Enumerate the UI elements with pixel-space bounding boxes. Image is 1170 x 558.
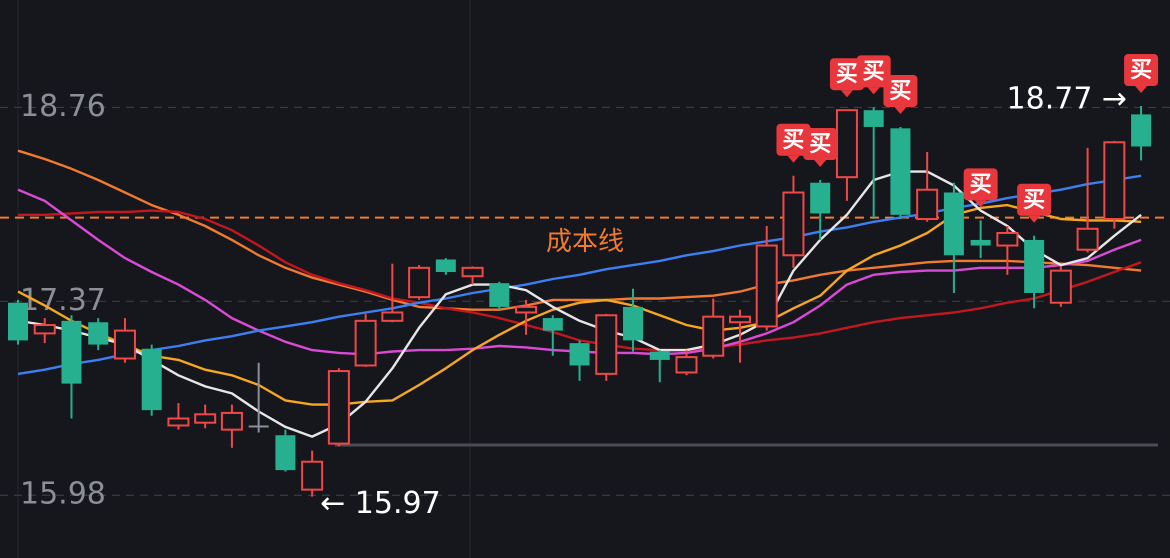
annotations: 买买买 买买买买买18.77 →← 15.97	[320, 54, 1159, 521]
candle-body	[755, 244, 778, 328]
candle-body	[461, 266, 484, 278]
candle-body	[1131, 114, 1152, 147]
candle-body	[8, 302, 28, 341]
candle-body	[916, 188, 939, 221]
signal-box	[829, 58, 864, 91]
signal-box	[1124, 54, 1159, 87]
candle-body	[569, 343, 590, 366]
signal-label: 买	[836, 62, 858, 87]
candle-body	[782, 191, 805, 257]
candle-body	[943, 192, 964, 256]
candle-body	[595, 314, 618, 375]
candle-body	[275, 435, 296, 471]
candle-body	[1049, 269, 1072, 304]
signal-label: 买	[1130, 58, 1152, 83]
candle-body	[301, 460, 324, 491]
max-label: 18.77 →	[1007, 82, 1128, 117]
candle-body	[1076, 227, 1099, 251]
reference-lines: 成本线	[0, 216, 1170, 447]
candle-body	[810, 182, 831, 214]
signal-label: 买	[1023, 188, 1045, 213]
candles	[8, 106, 1152, 497]
candle-body	[835, 109, 858, 179]
signal-label: 买	[809, 132, 831, 157]
signal-pointer	[974, 200, 987, 208]
signal-pointer	[1028, 215, 1041, 223]
candle-body	[354, 319, 377, 367]
signal-label: 买	[889, 79, 911, 104]
signal-box	[883, 74, 918, 107]
cost-line-label: 成本线	[546, 227, 624, 257]
candle-body	[702, 315, 725, 357]
candle-body	[970, 239, 991, 246]
candle-body	[141, 348, 162, 411]
signal-pointer	[1135, 86, 1148, 94]
candle-body	[194, 413, 217, 424]
signal-label: 买	[863, 59, 885, 84]
candle-body	[248, 425, 269, 428]
candle-body	[327, 370, 350, 445]
signal-pointer	[787, 155, 800, 163]
y-tick-label: 18.76	[20, 89, 106, 124]
signal-pointer	[814, 159, 827, 167]
candle-body	[408, 266, 431, 299]
candle-body	[649, 351, 670, 360]
signal-pointer	[894, 106, 907, 114]
signal-box	[856, 55, 891, 88]
signal-label: 买	[782, 128, 804, 153]
candle-body	[675, 356, 698, 374]
candle-body	[728, 315, 751, 324]
candle-body	[996, 231, 1019, 247]
candle-body	[863, 110, 884, 127]
signal-box	[1017, 183, 1052, 216]
signal-pointer	[867, 87, 880, 95]
candle-body	[435, 259, 456, 273]
candle-body	[1103, 141, 1126, 221]
candle-body	[489, 283, 510, 307]
candle-body	[33, 324, 56, 335]
y-tick-label: 15.98	[20, 477, 106, 512]
signal-box	[803, 127, 838, 160]
signal-label: 买	[970, 172, 992, 197]
candle-body	[623, 306, 644, 341]
candle-body	[542, 318, 563, 331]
min-label: ← 15.97	[320, 486, 441, 521]
candle-body	[515, 305, 538, 314]
candle-body	[167, 417, 190, 427]
candle-body	[61, 320, 82, 384]
candle-body	[88, 322, 109, 345]
candle-body	[220, 411, 243, 431]
signal-pointer	[840, 90, 853, 98]
candle-body	[890, 128, 911, 215]
candle-body	[113, 329, 136, 360]
signal-box	[776, 123, 811, 156]
signal-box	[963, 168, 998, 201]
candle-body	[381, 311, 404, 322]
candle-body	[1024, 239, 1045, 293]
